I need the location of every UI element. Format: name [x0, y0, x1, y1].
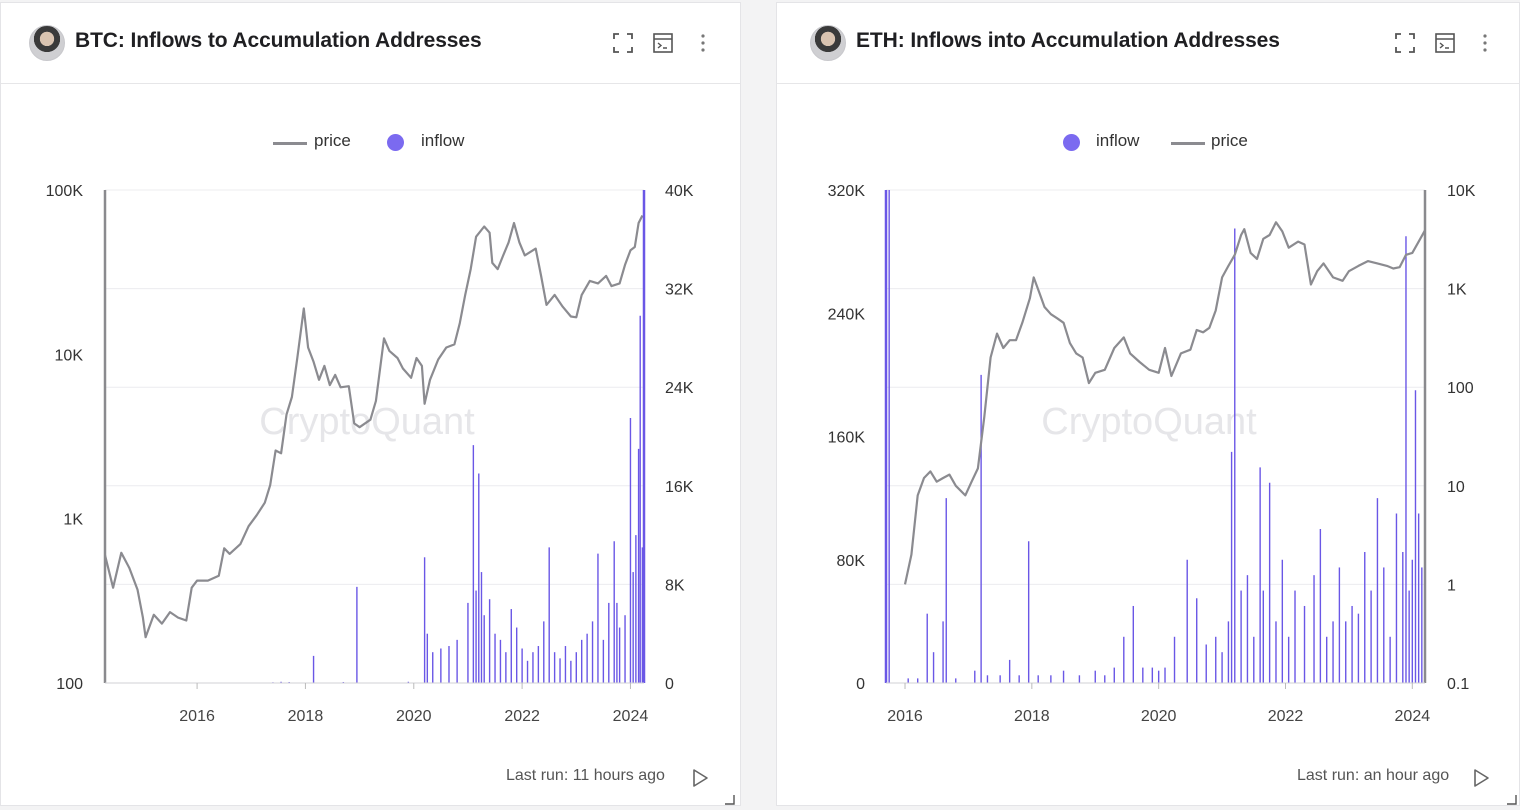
resize-handle-icon[interactable] — [1505, 793, 1517, 805]
x-tick-label: 2016 — [179, 708, 215, 725]
left-tick-label: 0 — [856, 676, 865, 693]
legend-line-swatch — [1171, 142, 1205, 145]
x-tick-label: 2018 — [288, 708, 324, 725]
legend-label: price — [1211, 131, 1248, 150]
x-tick-label: 2018 — [1014, 708, 1050, 725]
terminal-icon[interactable] — [1433, 31, 1457, 55]
legend-dot-swatch — [387, 134, 404, 151]
x-tick-label: 2020 — [1141, 708, 1177, 725]
chart-title[interactable]: BTC: Inflows to Accumulation Addresses — [75, 29, 482, 52]
legend-label: inflow — [1096, 131, 1140, 150]
legend-dot-swatch — [1063, 134, 1080, 151]
play-icon[interactable] — [689, 767, 711, 789]
more-vertical-icon[interactable] — [691, 31, 715, 55]
watermark-text: CryptoQuant — [1041, 401, 1257, 443]
chart-legend: inflow price — [1063, 129, 1283, 155]
right-tick-label: 1K — [1447, 282, 1467, 299]
last-run-text: Last run: an hour ago — [1297, 767, 1450, 784]
card-header: ETH: Inflows into Accumulation Addresses — [777, 3, 1519, 84]
left-tick-label: 320K — [828, 183, 866, 200]
fullscreen-icon[interactable] — [1393, 31, 1417, 55]
fullscreen-icon[interactable] — [611, 31, 635, 55]
right-tick-label: 40K — [665, 183, 694, 200]
author-avatar[interactable] — [29, 25, 65, 61]
legend-label: inflow — [421, 131, 465, 150]
x-tick-label: 2016 — [887, 708, 923, 725]
right-tick-label: 24K — [665, 380, 694, 397]
price-line — [103, 215, 644, 639]
x-tick-label: 2020 — [396, 708, 432, 725]
right-tick-label: 0 — [665, 676, 674, 693]
eth-chart-plot: CryptoQuant 320K 240K 160K 80K 0 10K 1K 100 10 1 0.… — [828, 183, 1476, 725]
left-tick-label: 240K — [828, 306, 866, 323]
legend-line-swatch — [273, 142, 307, 145]
right-tick-label: 1 — [1447, 577, 1456, 594]
btc-chart-plot: CryptoQuant100K10K1K10040K32K24K16K8K020… — [46, 183, 694, 725]
chart-title[interactable]: ETH: Inflows into Accumulation Addresses — [856, 29, 1280, 52]
right-tick-label: 10 — [1447, 479, 1465, 496]
x-tick-label: 2022 — [1268, 708, 1304, 725]
resize-handle-icon[interactable] — [723, 793, 735, 805]
left-tick-label: 1K — [63, 512, 83, 529]
terminal-icon[interactable] — [651, 31, 675, 55]
right-tick-label: 100 — [1447, 380, 1474, 397]
legend-label: price — [314, 131, 351, 150]
chart-legend: price inflow — [271, 129, 491, 155]
left-tick-label: 100K — [46, 183, 84, 200]
card-header: BTC: Inflows to Accumulation Addresses — [1, 3, 740, 84]
x-tick-label: 2024 — [1395, 708, 1431, 725]
btc-chart-card: BTC: Inflows to Accumulation Addresses p… — [0, 2, 741, 806]
price-line — [903, 221, 1426, 585]
right-tick-label: 10K — [1447, 183, 1476, 200]
left-tick-label: 160K — [828, 430, 866, 447]
last-run-text: Last run: 11 hours ago — [506, 767, 665, 784]
left-tick-label: 80K — [837, 553, 866, 570]
author-avatar[interactable] — [810, 25, 846, 61]
eth-chart-card: ETH: Inflows into Accumulation Addresses… — [776, 2, 1520, 806]
x-tick-label: 2022 — [504, 708, 540, 725]
left-tick-label: 100 — [56, 676, 83, 693]
play-icon[interactable] — [1470, 767, 1492, 789]
right-tick-label: 0.1 — [1447, 676, 1469, 693]
x-tick-label: 2024 — [613, 708, 649, 725]
more-vertical-icon[interactable] — [1473, 31, 1497, 55]
right-tick-label: 16K — [665, 479, 694, 496]
right-tick-label: 8K — [665, 577, 685, 594]
left-tick-label: 10K — [55, 347, 84, 364]
right-tick-label: 32K — [665, 282, 694, 299]
